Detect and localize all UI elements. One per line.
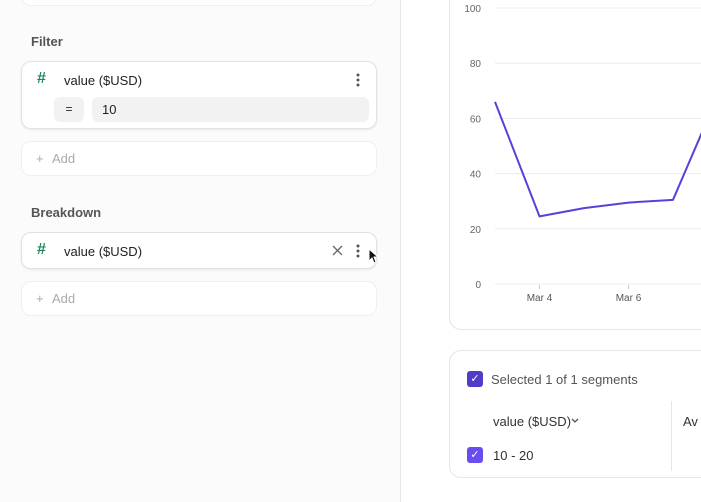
breakdown-add-button[interactable]: + Add [21, 281, 377, 316]
select-all-checkbox[interactable]: ✓ [467, 371, 483, 387]
add-label: Add [52, 291, 76, 306]
filter-card[interactable]: # value ($USD) = 10 [21, 61, 377, 129]
plus-icon: + [36, 291, 44, 306]
y-tick-label: 80 [470, 59, 482, 70]
operator-select[interactable]: = [54, 97, 84, 122]
y-tick-label: 40 [470, 170, 482, 181]
filter-value-input[interactable]: 10 [92, 97, 369, 122]
results-panel: 0 20 40 60 80 100 Mar 4 Mar 6 ✓ Selected 1 of 1… [402, 0, 701, 502]
series-line [494, 101, 701, 218]
filter-add-button[interactable]: + Add [21, 141, 377, 176]
y-tick-label: 100 [464, 4, 481, 15]
y-tick-label: 20 [470, 225, 482, 236]
more-options-icon[interactable] [356, 244, 360, 258]
chevron-down-icon[interactable] [571, 418, 579, 424]
chart-card [449, 0, 701, 330]
x-tick-label: Mar 4 [527, 293, 553, 304]
plus-icon: + [36, 151, 44, 166]
filter-heading: Filter [31, 34, 63, 49]
breakdown-heading: Breakdown [31, 205, 102, 220]
segments-summary: Selected 1 of 1 segments [491, 372, 638, 387]
filter-property[interactable]: value ($USD) [64, 73, 143, 88]
number-hash-icon: # [37, 70, 46, 87]
query-builder-panel: Filter # value ($USD) = 10 + Add Breakdo… [21, 0, 401, 502]
segments-card: ✓ Selected 1 of 1 segments value ($USD) … [449, 350, 701, 478]
y-tick-label: 0 [475, 280, 481, 291]
column-divider [671, 401, 672, 471]
mouse-cursor-icon [368, 248, 380, 264]
segment-label: 10 - 20 [493, 448, 534, 463]
more-options-icon[interactable] [356, 73, 360, 87]
number-hash-icon: # [37, 241, 46, 258]
x-tick-label: Mar 6 [616, 293, 642, 304]
next-column-header: Av [683, 414, 698, 429]
y-tick-label: 60 [470, 114, 482, 125]
add-label: Add [52, 151, 76, 166]
breakdown-property[interactable]: value ($USD) [64, 244, 143, 259]
close-icon[interactable] [332, 245, 343, 256]
breakdown-card[interactable]: # value ($USD) [21, 232, 377, 269]
line-chart: 0 20 40 60 80 100 Mar 4 Mar 6 [464, 4, 701, 304]
segment-checkbox[interactable]: ✓ [467, 447, 483, 463]
previous-card [21, 0, 377, 6]
column-header[interactable]: value ($USD) [493, 414, 572, 429]
